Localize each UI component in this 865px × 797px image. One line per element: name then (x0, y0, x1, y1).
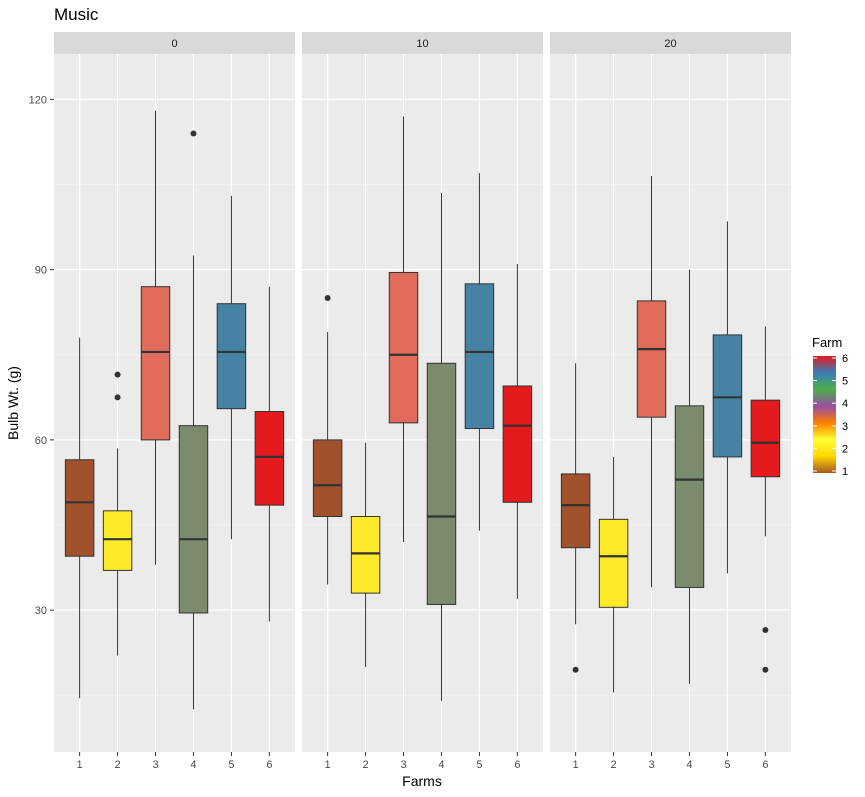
box-farm-1 (64, 337, 95, 699)
box-farm-4 (426, 193, 457, 701)
legend-title: Farm (812, 335, 842, 350)
box-farm-6 (502, 263, 533, 599)
facet-panel-20: 20 1 2 3 4 5 6 (550, 32, 791, 771)
outlier-point (114, 371, 121, 378)
box-farm-1 (312, 295, 343, 585)
x-tick-label: 2 (115, 759, 121, 771)
box-body (102, 510, 133, 571)
x-tick-label: 6 (762, 759, 768, 771)
x-tick-label: 2 (611, 759, 617, 771)
legend-tick-label: 2 (842, 443, 848, 455)
box-body (464, 283, 495, 430)
box-body (712, 334, 743, 458)
legend-tick-label: 3 (842, 421, 848, 433)
x-tick-label: 3 (648, 759, 654, 771)
box-farm-2 (598, 456, 629, 693)
facet-strip-label: 10 (416, 38, 428, 50)
outlier-point (114, 394, 121, 401)
outlier-point (572, 666, 579, 673)
box-body (140, 286, 171, 441)
facet-panel-10: 10 1 2 3 4 5 6 (302, 32, 543, 771)
x-tick-label: 1 (77, 759, 83, 771)
box-body (426, 362, 457, 605)
box-body (502, 385, 533, 503)
outlier-point (762, 666, 769, 673)
x-tick-label: 3 (400, 759, 406, 771)
box-body (312, 439, 343, 517)
facet-strip-label: 20 (664, 38, 676, 50)
box-body (674, 405, 705, 588)
box-farm-2 (350, 442, 381, 667)
box-farm-5 (464, 173, 495, 531)
outlier-point (324, 295, 331, 302)
box-farm-2 (102, 371, 133, 656)
box-farm-4 (674, 269, 705, 684)
x-tick-label: 4 (190, 759, 196, 771)
box-farm-3 (140, 110, 171, 565)
legend-colorbar (813, 356, 836, 473)
y-tick-label: 90 (35, 265, 47, 277)
outlier-point (762, 626, 769, 633)
x-tick-label: 2 (363, 759, 369, 771)
box-body (350, 515, 381, 594)
box-farm-5 (712, 221, 743, 574)
box-farm-4 (178, 130, 209, 710)
box-body (750, 399, 781, 478)
chart-title: Music (54, 5, 99, 24)
x-tick-label: 1 (573, 759, 579, 771)
box-body (64, 459, 95, 557)
facet-panel-0: 0 1 2 3 4 5 6 (54, 32, 295, 771)
box-farm-3 (388, 116, 419, 543)
box-body (636, 300, 667, 418)
box-body (560, 473, 591, 549)
box-farm-3 (636, 176, 667, 588)
y-axis: 30 60 90 120 (29, 94, 54, 617)
x-tick-label: 1 (325, 759, 331, 771)
y-tick-label: 60 (35, 435, 47, 447)
x-tick-label: 6 (266, 759, 272, 771)
box-body (254, 411, 285, 506)
facet-strip (302, 32, 543, 54)
box-body (216, 303, 247, 410)
x-tick-label: 6 (514, 759, 520, 771)
x-tick-label: 3 (152, 759, 158, 771)
legend-tick-label: 1 (842, 466, 848, 478)
legend-tick-label: 6 (842, 353, 848, 365)
facet-strip-label: 0 (171, 38, 177, 50)
x-tick-label: 5 (724, 759, 730, 771)
box-body (178, 425, 209, 614)
facet-panels: 0 1 2 3 4 5 6 10 1 2 3 4 5 6 20 1 2 3 4 5 6 (54, 32, 791, 771)
outlier-point (190, 130, 197, 137)
facet-strip (550, 32, 791, 54)
x-tick-label: 4 (686, 759, 692, 771)
y-tick-label: 30 (35, 605, 47, 617)
legend: Farm 6 5 4 3 2 1 (812, 335, 848, 478)
box-farm-6 (750, 326, 781, 673)
x-tick-label: 5 (476, 759, 482, 771)
box-body (598, 518, 629, 608)
x-axis-title: Farms (402, 773, 442, 789)
x-tick-label: 4 (438, 759, 444, 771)
legend-tick-label: 5 (842, 376, 848, 388)
panel-background (54, 54, 295, 752)
y-axis-title: Bulb Wt. (g) (5, 366, 21, 440)
facet-strip (54, 32, 295, 54)
box-farm-5 (216, 195, 247, 540)
x-tick-label: 5 (228, 759, 234, 771)
box-body (388, 271, 419, 424)
box-farm-6 (254, 286, 285, 622)
box-farm-1 (560, 363, 591, 673)
y-tick-label: 120 (29, 94, 47, 106)
legend-tick-label: 4 (842, 398, 848, 410)
